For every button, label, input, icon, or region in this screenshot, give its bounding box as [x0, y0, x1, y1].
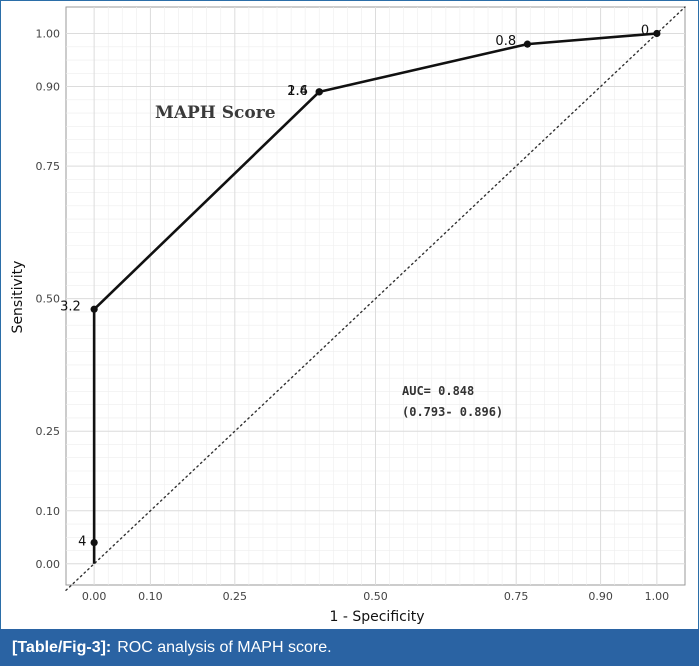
x-tick-layer: 0.00 0.10 0.25 0.50 0.75 0.90 1.00 [82, 590, 669, 603]
y-tick-label: 0.10 [36, 505, 61, 518]
caption-label: [Table/Fig-3]: [12, 638, 112, 656]
y-axis-title: Sensitivity [10, 261, 26, 334]
y-tick-label: 0.25 [36, 425, 61, 438]
y-tick-label: 0.75 [36, 160, 61, 173]
points-layer: 4 3.2 2.41.6 0.8 0 [60, 24, 661, 550]
x-tick-label: 0.00 [82, 590, 107, 603]
reference-layer [65, 6, 686, 592]
threshold-label: 2.4 [287, 84, 308, 99]
grid-layer [66, 7, 685, 585]
threshold-point [523, 40, 532, 48]
threshold-label: 1.6 [287, 84, 308, 99]
threshold-label: 4 [78, 535, 86, 550]
threshold-label: 3.2 [60, 299, 81, 314]
threshold-point [90, 538, 98, 547]
y-tick-label: 0.00 [36, 558, 61, 571]
x-tick-label: 1.00 [645, 590, 670, 603]
x-axis-title: 1 - Specificity [329, 609, 424, 625]
roc-chart: 4 3.2 2.41.6 0.8 0 0.00 0.10 0.25 0.50 0.75 0.90 1… [10, 6, 686, 625]
threshold-label: 0.8 [495, 34, 516, 49]
y-tick-label: 0.50 [36, 293, 61, 306]
reference-diagonal [65, 6, 686, 592]
threshold-point [90, 305, 98, 313]
threshold-point [315, 88, 323, 96]
x-tick-label: 0.75 [504, 590, 529, 603]
y-tick-layer: 0.00 0.10 0.25 0.50 0.75 0.90 1.00 [36, 28, 61, 571]
series-title: MAPH Score [155, 103, 276, 123]
x-tick-label: 0.10 [138, 590, 163, 603]
x-tick-label: 0.25 [223, 590, 248, 603]
figure-caption: [Table/Fig-3]: ROC analysis of MAPH scor… [0, 629, 699, 666]
auc-confidence-interval: (0.793- 0.896) [402, 405, 503, 419]
x-tick-label: 0.50 [363, 590, 388, 603]
x-tick-label: 0.90 [588, 590, 613, 603]
caption-text: ROC analysis of MAPH score. [117, 638, 332, 656]
y-tick-label: 0.90 [36, 81, 61, 94]
threshold-point [653, 29, 661, 38]
auc-value: AUC= 0.848 [402, 384, 474, 398]
y-tick-label: 1.00 [36, 28, 61, 41]
threshold-label: 0 [641, 24, 649, 39]
